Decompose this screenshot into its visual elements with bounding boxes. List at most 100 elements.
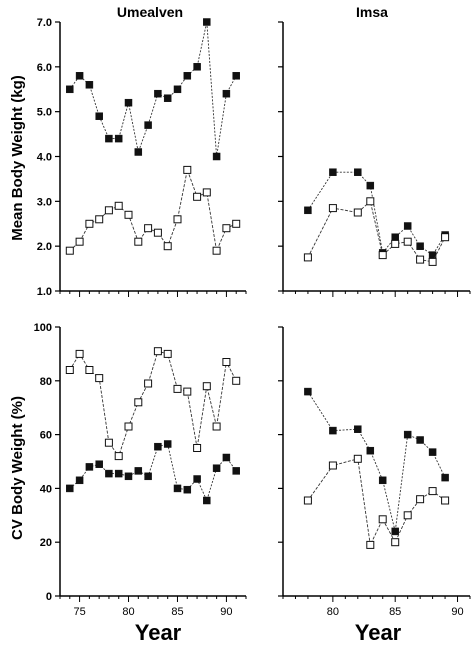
panel-imsa-mean	[278, 21, 471, 297]
y-tick-label: 7.0	[37, 17, 52, 29]
data-point-open	[378, 515, 387, 524]
data-point-open	[75, 237, 84, 246]
data-point-open	[416, 255, 425, 264]
data-point-filled	[134, 467, 143, 475]
y-tick-label: 40	[40, 483, 52, 495]
data-point-open	[428, 487, 437, 496]
data-point-open	[104, 438, 113, 447]
data-point-filled	[329, 168, 337, 176]
data-point-open	[114, 201, 123, 210]
data-point-open	[391, 239, 400, 248]
panel-imsa-cv: 80 85 90	[278, 326, 471, 618]
data-point-open	[441, 233, 450, 242]
data-point-open	[104, 206, 113, 215]
data-point-filled	[428, 448, 437, 456]
data-point-open	[173, 215, 182, 224]
data-point-filled	[124, 98, 133, 107]
data-point-filled	[95, 112, 103, 120]
data-point-filled	[366, 181, 375, 190]
data-point-filled	[416, 242, 424, 250]
data-point-filled	[232, 72, 240, 80]
series-line-open	[307, 200, 446, 263]
data-point-filled	[124, 472, 133, 481]
data-point-open	[134, 398, 143, 407]
data-point-open	[65, 246, 74, 255]
data-point-open	[153, 347, 162, 356]
data-point-filled	[95, 460, 103, 468]
data-point-filled	[163, 94, 172, 102]
data-point-filled	[105, 469, 113, 478]
data-point-open	[202, 382, 211, 391]
data-point-open	[303, 253, 312, 262]
data-point-open	[416, 495, 425, 504]
y-tick-label: 60	[40, 430, 52, 442]
xlabel-year-left: Year	[135, 620, 182, 645]
data-point-filled	[154, 89, 162, 98]
y-tick-label: 1.0	[37, 286, 52, 298]
y-tick-label: 4.0	[37, 152, 52, 164]
data-point-open	[183, 165, 192, 174]
series-line-filled	[69, 443, 237, 502]
data-point-filled	[114, 134, 123, 143]
y-tick-label: 2.0	[37, 241, 52, 253]
data-point-open	[353, 454, 362, 463]
data-point-filled	[222, 89, 231, 98]
data-point-filled	[354, 425, 362, 433]
series-line-filled	[307, 171, 446, 256]
data-point-filled	[173, 85, 182, 94]
y-tick-label: 6.0	[37, 62, 52, 74]
data-point-filled	[416, 436, 424, 444]
x-tick-label: 80	[122, 606, 134, 618]
x-tick-label: 90	[220, 606, 232, 618]
series-line-filled	[69, 21, 237, 157]
data-point-filled	[105, 134, 113, 143]
y-tick-label: 100	[34, 322, 52, 334]
data-point-open	[163, 242, 172, 251]
x-tick-label: 80	[327, 606, 339, 618]
series-line-open	[307, 458, 446, 547]
data-point-filled	[134, 148, 143, 156]
data-point-open	[114, 452, 123, 461]
data-point-open	[403, 237, 412, 246]
chart-panels: 1.0 2.0 3.0 4.0 5.0 6.0 7.0 0 20 40 60 80 100 75 80 85 9…	[34, 17, 471, 618]
data-point-filled	[391, 527, 399, 536]
data-point-filled	[232, 467, 240, 475]
data-point-open	[65, 366, 74, 374]
data-point-filled	[144, 472, 152, 481]
data-point-open	[403, 511, 412, 520]
data-point-filled	[354, 168, 362, 176]
data-point-open	[124, 210, 133, 219]
data-point-open	[95, 374, 104, 383]
y-tick-label: 20	[40, 537, 52, 549]
data-point-filled	[441, 473, 449, 482]
x-tick-label: 75	[73, 606, 85, 618]
data-point-open	[85, 366, 94, 374]
data-point-filled	[193, 475, 201, 483]
data-point-open	[232, 219, 241, 228]
title-umealven: Umealven	[117, 4, 183, 20]
data-point-open	[428, 257, 437, 266]
data-point-filled	[75, 72, 84, 80]
data-point-open	[222, 224, 231, 233]
panel-umealven-mean: 1.0 2.0 3.0 4.0 5.0 6.0 7.0	[37, 17, 247, 298]
data-point-open	[212, 422, 221, 431]
data-point-filled	[403, 222, 412, 230]
data-point-filled	[183, 485, 192, 494]
data-point-filled	[203, 18, 211, 26]
data-point-open	[144, 224, 153, 233]
data-point-open	[193, 444, 202, 452]
ylabel-cv-body-weight: CV Body Weight (%)	[9, 396, 26, 540]
data-point-filled	[366, 446, 375, 455]
y-tick-label: 5.0	[37, 107, 52, 119]
data-point-filled	[212, 152, 221, 161]
data-point-filled	[114, 469, 123, 478]
data-point-open	[441, 496, 450, 505]
x-tick-label: 90	[451, 606, 463, 618]
data-point-filled	[183, 72, 192, 80]
data-point-open	[391, 538, 400, 547]
data-point-open	[144, 379, 153, 388]
series-line-open	[69, 350, 237, 458]
data-point-open	[366, 197, 375, 206]
data-point-open	[193, 192, 202, 201]
